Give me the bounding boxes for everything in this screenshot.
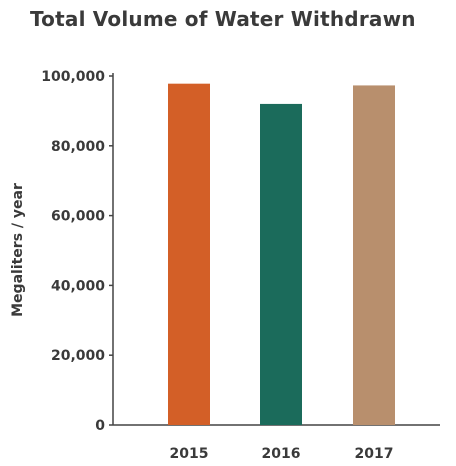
chart-title: Total Volume of Water Withdrawn [30,7,416,31]
x-tick-label: 2017 [355,446,394,462]
y-tick-label: 40,000 [51,278,105,294]
bar-2016 [260,103,302,426]
y-axis: 0 20,000 40,000 60,000 80,000 100,000 [41,69,114,434]
y-tick-label: 100,000 [41,69,105,85]
x-tick-group: 2015 2016 2017 [170,446,394,462]
y-tick-label: 80,000 [51,139,105,155]
y-axis-title: Megaliters / year [10,183,26,317]
bar-2015 [168,83,210,425]
y-tick-label: 0 [95,418,105,434]
x-tick-label: 2016 [262,446,301,462]
x-tick-label: 2015 [170,446,209,462]
y-tick-label: 60,000 [51,209,105,225]
bar-group [168,83,395,426]
y-tick-group: 0 20,000 40,000 60,000 80,000 100,000 [41,69,113,434]
x-axis: 2015 2016 2017 [113,424,440,462]
bar-2017 [353,85,395,425]
y-tick-label: 20,000 [51,348,105,364]
